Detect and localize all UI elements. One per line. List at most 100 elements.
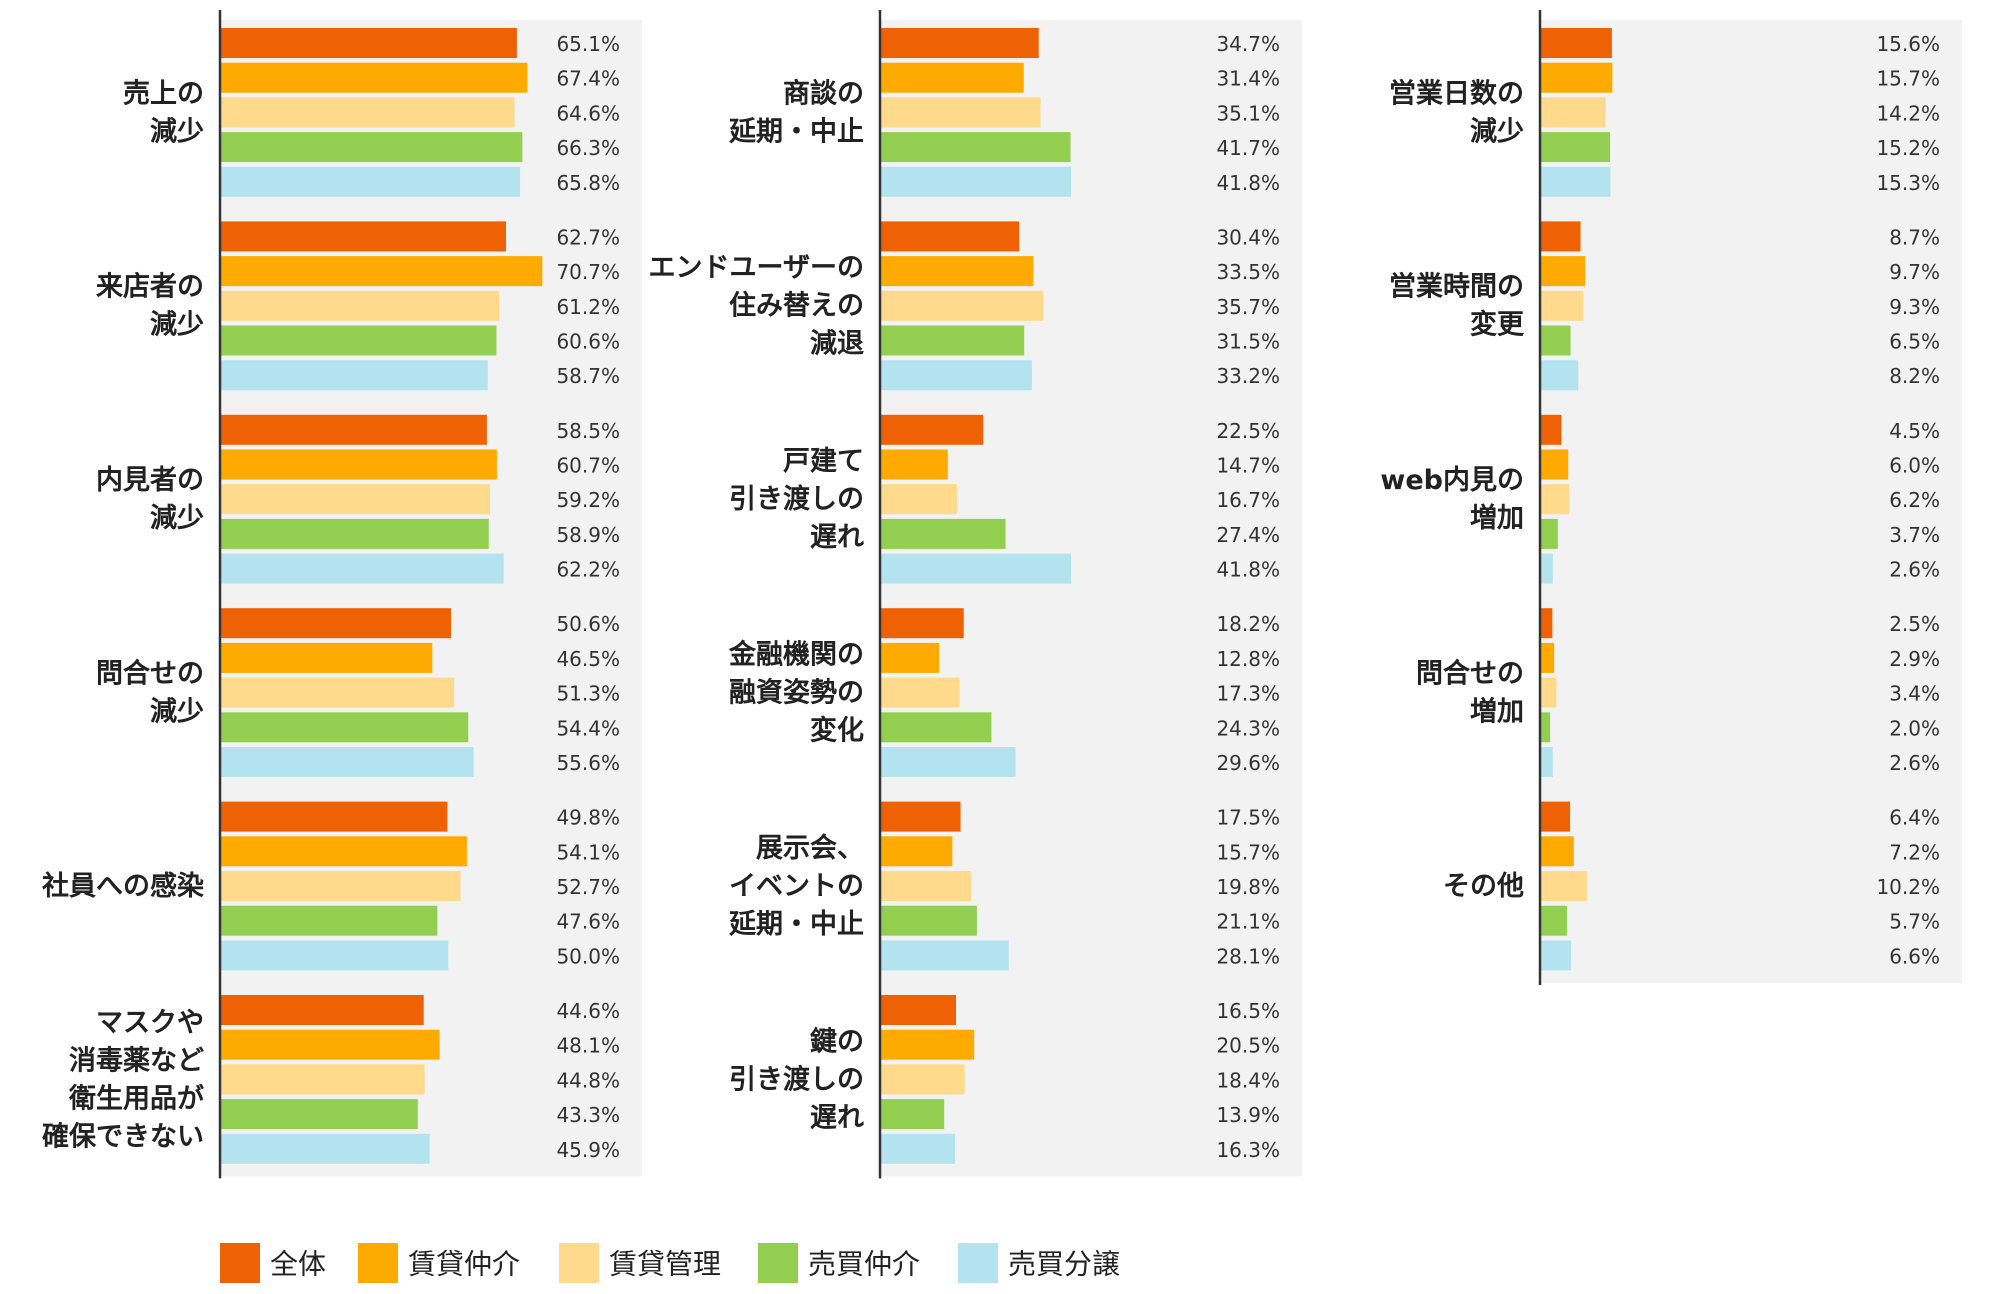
bar xyxy=(881,325,1025,356)
category-label: 住み替えの xyxy=(729,290,864,322)
value-label: 15.7% xyxy=(1876,67,1940,91)
category-label: マスクや xyxy=(96,1007,204,1038)
value-label: 31.5% xyxy=(1216,330,1280,354)
value-label: 17.3% xyxy=(1216,682,1280,706)
bar xyxy=(881,256,1034,287)
bar xyxy=(881,747,1016,777)
bar xyxy=(1541,28,1612,58)
bar xyxy=(221,871,461,901)
bar xyxy=(221,1029,440,1060)
category-label: 金融機関の xyxy=(728,638,864,670)
value-label: 65.8% xyxy=(556,171,620,195)
value-label: 41.8% xyxy=(1216,171,1280,195)
bar xyxy=(881,221,1020,252)
bar xyxy=(221,712,469,743)
chart-panel-1: 売上の減少65.1%67.4%64.6%66.3%65.8%来店者の減少62.7… xyxy=(42,10,642,1179)
value-label: 55.6% xyxy=(556,751,620,775)
category-label: 融資姿勢の xyxy=(729,677,864,708)
bar xyxy=(221,1133,430,1164)
value-label: 9.3% xyxy=(1889,295,1940,319)
value-label: 3.4% xyxy=(1889,682,1940,706)
value-label: 54.4% xyxy=(556,716,620,740)
bar xyxy=(1541,801,1571,832)
category-label: web内見の xyxy=(1380,465,1524,496)
legend-item: 賃貸仲介 xyxy=(358,1243,520,1283)
value-label: 18.2% xyxy=(1216,612,1280,636)
value-label: 46.5% xyxy=(556,647,620,671)
value-label: 50.6% xyxy=(556,612,620,636)
value-label: 41.8% xyxy=(1216,558,1280,582)
bar xyxy=(1541,325,1571,356)
panel-background xyxy=(880,20,1302,1177)
category-label: 確保できない xyxy=(42,1120,204,1152)
bar xyxy=(881,1099,945,1130)
category-label: 減少 xyxy=(150,310,204,341)
bar xyxy=(221,290,500,321)
value-label: 6.4% xyxy=(1889,806,1940,830)
legend-swatch xyxy=(559,1243,599,1283)
bar xyxy=(221,1099,418,1130)
bar xyxy=(221,484,491,515)
value-label: 47.6% xyxy=(556,910,620,934)
value-label: 65.1% xyxy=(556,32,620,56)
value-label: 16.5% xyxy=(1216,999,1280,1023)
bar xyxy=(221,1064,425,1095)
category-label: 増加 xyxy=(1470,502,1524,534)
category-label: エンドユーザーの xyxy=(649,253,864,284)
value-label: 24.3% xyxy=(1216,716,1280,740)
value-label: 16.3% xyxy=(1216,1138,1280,1162)
bar xyxy=(881,28,1039,58)
category-label: 戸建て xyxy=(783,446,864,477)
value-label: 59.2% xyxy=(556,488,620,512)
bar xyxy=(221,836,467,867)
legend-item: 売買仲介 xyxy=(758,1243,920,1283)
bar xyxy=(881,62,1024,93)
bar xyxy=(1541,871,1588,901)
value-label: 6.5% xyxy=(1889,330,1940,354)
value-label: 14.7% xyxy=(1216,454,1280,478)
bar xyxy=(221,642,433,673)
value-label: 54.1% xyxy=(556,840,620,864)
value-label: 7.2% xyxy=(1889,840,1940,864)
bar xyxy=(881,360,1032,391)
bar xyxy=(881,677,960,708)
bar xyxy=(221,747,474,777)
bar xyxy=(881,1064,965,1095)
bar xyxy=(1541,360,1579,391)
value-label: 2.6% xyxy=(1889,558,1940,582)
bar xyxy=(881,553,1071,584)
bar xyxy=(1541,166,1611,197)
value-label: 9.7% xyxy=(1889,260,1940,284)
value-label: 44.8% xyxy=(556,1068,620,1092)
value-label: 17.5% xyxy=(1216,806,1280,830)
bar xyxy=(221,166,521,197)
value-label: 2.5% xyxy=(1889,612,1940,636)
legend-swatch xyxy=(220,1243,260,1283)
value-label: 14.2% xyxy=(1876,101,1940,125)
bar xyxy=(881,836,953,867)
category-label: 展示会、 xyxy=(756,833,864,864)
value-label: 27.4% xyxy=(1216,523,1280,547)
value-label: 10.2% xyxy=(1876,875,1940,899)
value-label: 50.0% xyxy=(556,944,620,968)
value-label: 33.2% xyxy=(1216,364,1280,388)
category-label: 営業日数の xyxy=(1389,77,1524,109)
legend-label: 売買仲介 xyxy=(808,1248,920,1281)
value-label: 16.7% xyxy=(1216,488,1280,512)
bar xyxy=(881,608,964,639)
bar xyxy=(221,553,504,584)
bar xyxy=(1541,712,1551,743)
bar xyxy=(221,449,497,480)
category-label: 営業時間の xyxy=(1389,271,1524,303)
value-label: 67.4% xyxy=(556,67,620,91)
bar xyxy=(1541,97,1606,128)
legend-item: 賃貸管理 xyxy=(559,1243,721,1283)
bar xyxy=(881,484,957,515)
legend-swatch xyxy=(358,1243,398,1283)
category-label: 衛生用品が xyxy=(68,1082,204,1114)
